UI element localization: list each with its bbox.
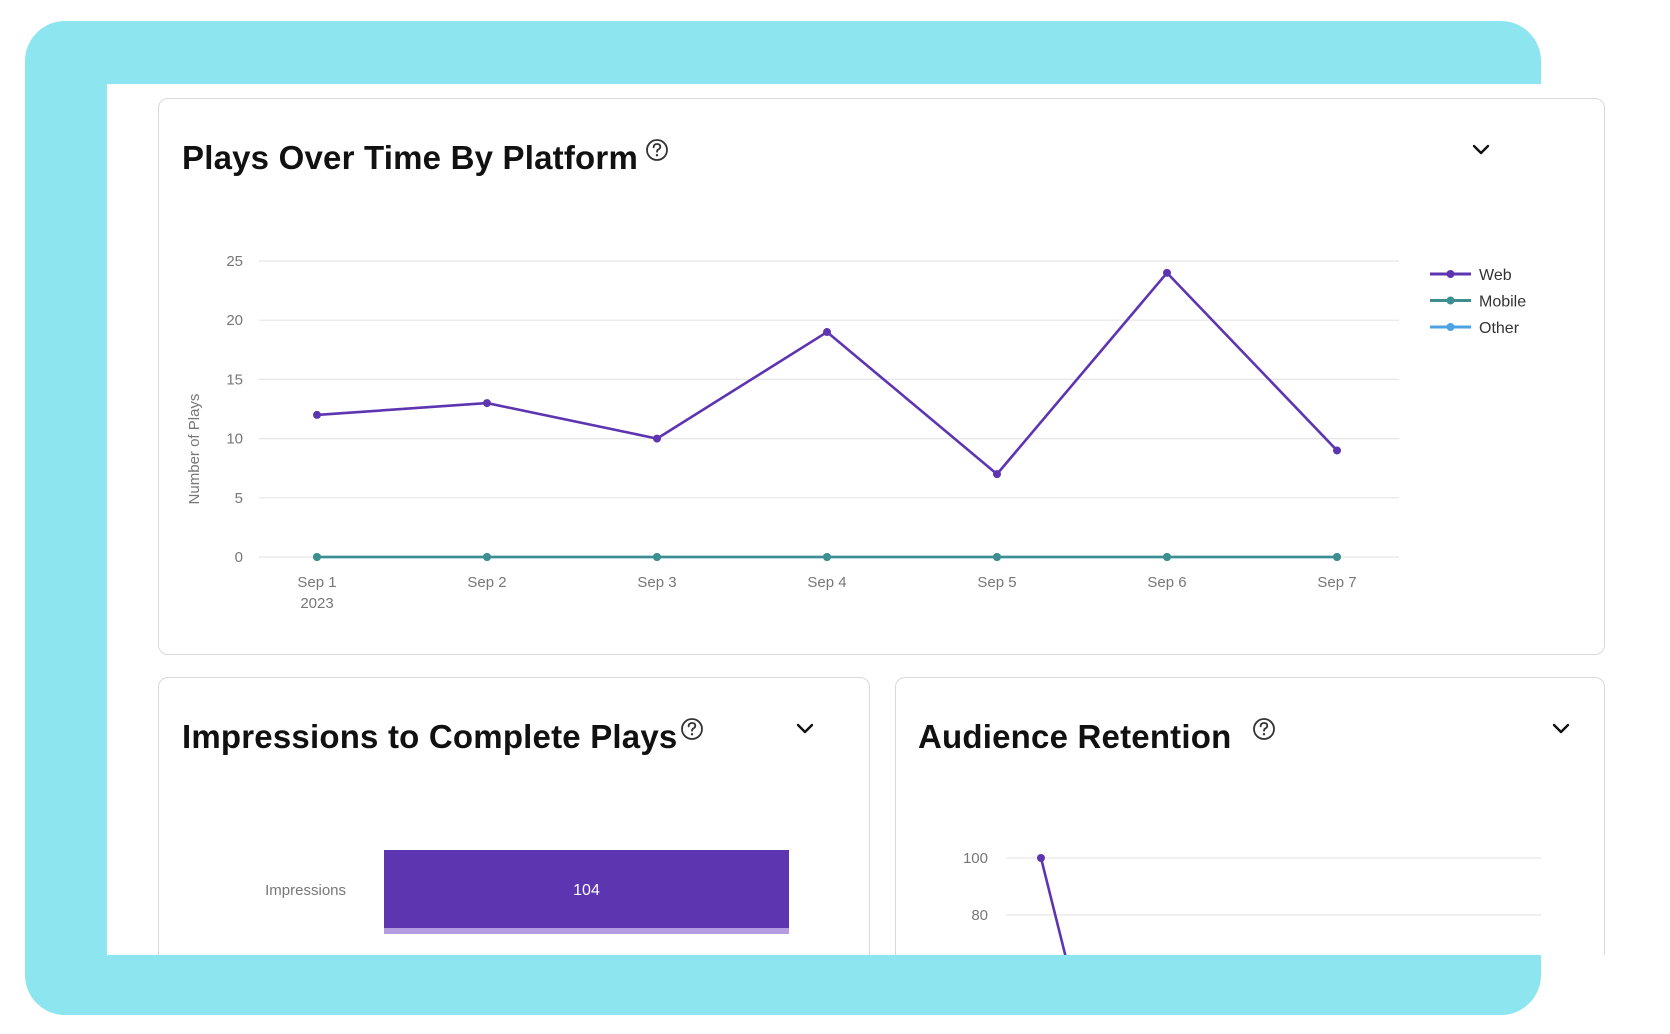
y-tick-label: 5 bbox=[235, 490, 243, 507]
legend-label: Other bbox=[1479, 320, 1520, 337]
data-point-web[interactable] bbox=[313, 410, 321, 419]
question-circle-icon[interactable] bbox=[644, 137, 670, 163]
bar-shadow bbox=[384, 928, 789, 934]
audience-retention-chart: 80 100 bbox=[963, 850, 1541, 955]
question-circle-icon[interactable] bbox=[679, 716, 705, 742]
chevron-down-icon[interactable] bbox=[1551, 722, 1571, 736]
y-axis-label: Number of Plays bbox=[186, 394, 203, 505]
x-tick-label: Sep 3 bbox=[637, 574, 676, 591]
data-point-web[interactable] bbox=[483, 399, 491, 408]
y-tick-label: 0 bbox=[235, 549, 243, 566]
chevron-down-icon[interactable] bbox=[1471, 143, 1491, 157]
data-point-mobile[interactable] bbox=[993, 553, 1001, 561]
y-tick-label: 80 bbox=[971, 907, 988, 924]
x-tick-label: Sep 6 bbox=[1147, 574, 1186, 591]
data-point-mobile[interactable] bbox=[653, 553, 661, 561]
data-point-mobile[interactable] bbox=[483, 553, 491, 561]
x-tick-label: Sep 5 bbox=[977, 574, 1016, 591]
data-point-web[interactable] bbox=[1163, 268, 1171, 277]
audience-retention-card: Audience Retention 80 100 bbox=[895, 677, 1605, 955]
impressions-bar-chart: Impressions 104 bbox=[265, 850, 789, 934]
legend-label: Mobile bbox=[1479, 294, 1526, 311]
legend-marker bbox=[1446, 270, 1455, 278]
x-tick-label: Sep 4 bbox=[807, 574, 846, 591]
legend-item-mobile[interactable]: Mobile bbox=[1430, 294, 1526, 311]
x-tick-year-label: 2023 bbox=[300, 595, 333, 612]
dashboard-panel: Plays Over Time By Platform 0 5 10 15 20 25 S… bbox=[107, 84, 1670, 955]
bar-value-label: 104 bbox=[573, 882, 600, 899]
data-point-mobile[interactable] bbox=[823, 553, 831, 561]
retention-line bbox=[1039, 857, 1067, 955]
legend-marker bbox=[1446, 296, 1455, 305]
series-line-web bbox=[316, 271, 1338, 476]
impressions-card-title: Impressions to Complete Plays bbox=[182, 718, 678, 755]
data-point-web[interactable] bbox=[653, 434, 661, 443]
data-point-web[interactable] bbox=[823, 328, 831, 337]
data-point-web[interactable] bbox=[993, 470, 1001, 479]
plays-over-time-card: Plays Over Time By Platform 0 5 10 15 20 25 S… bbox=[158, 98, 1605, 655]
x-tick-label: Sep 1 bbox=[297, 574, 336, 591]
chevron-down-icon[interactable] bbox=[795, 722, 815, 736]
y-tick-label: 15 bbox=[226, 371, 243, 388]
legend-label: Web bbox=[1479, 267, 1512, 284]
plays-card-title: Plays Over Time By Platform bbox=[182, 139, 638, 176]
data-point-mobile[interactable] bbox=[1163, 553, 1171, 561]
plays-line-chart: 0 5 10 15 20 25 Sep 1 Sep 2 Sep 3 Sep 4 Sep 5 Sep … bbox=[186, 253, 1526, 612]
legend-item-other[interactable]: Other bbox=[1430, 320, 1520, 337]
bar-category-label: Impressions bbox=[265, 882, 346, 899]
impressions-card: Impressions to Complete Plays Impression… bbox=[158, 677, 870, 955]
data-point-mobile[interactable] bbox=[313, 553, 321, 561]
y-tick-label: 10 bbox=[226, 431, 243, 448]
retention-point[interactable] bbox=[1037, 854, 1045, 862]
y-tick-label: 20 bbox=[226, 312, 243, 329]
legend-marker bbox=[1446, 323, 1455, 331]
x-tick-label: Sep 7 bbox=[1317, 574, 1356, 591]
legend-item-web[interactable]: Web bbox=[1430, 267, 1512, 284]
y-tick-label: 100 bbox=[963, 850, 988, 867]
impressions-bar[interactable] bbox=[384, 850, 789, 928]
question-circle-icon[interactable] bbox=[1251, 716, 1277, 742]
retention-card-title: Audience Retention bbox=[918, 718, 1232, 755]
y-tick-label: 25 bbox=[226, 253, 243, 270]
data-point-mobile[interactable] bbox=[1333, 553, 1341, 561]
data-point-web[interactable] bbox=[1333, 446, 1341, 455]
x-tick-label: Sep 2 bbox=[467, 574, 506, 591]
